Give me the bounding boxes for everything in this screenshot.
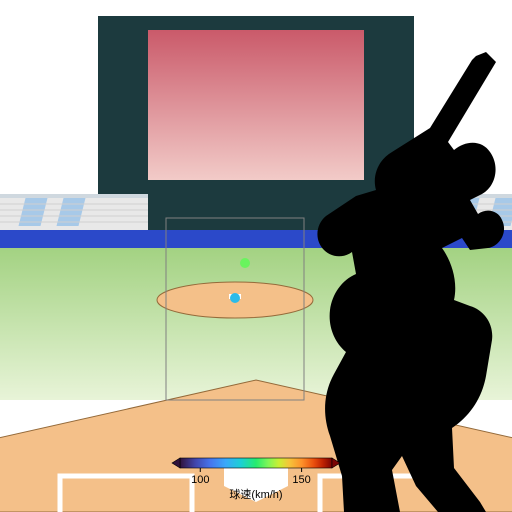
colorbar-axis-label: 球速(km/h) xyxy=(229,487,282,501)
colorbar-tick-label: 150 xyxy=(292,474,310,486)
pitch-marker xyxy=(230,293,240,303)
chart-svg: 100 150 球速(km/h) xyxy=(0,0,512,512)
pitch-marker xyxy=(240,258,250,268)
pitch-location-chart: 100 150 球速(km/h) xyxy=(0,0,512,512)
colorbar-tick-label: 100 xyxy=(191,474,209,486)
colorbar xyxy=(180,458,332,468)
scoreboard-screen xyxy=(148,30,364,180)
